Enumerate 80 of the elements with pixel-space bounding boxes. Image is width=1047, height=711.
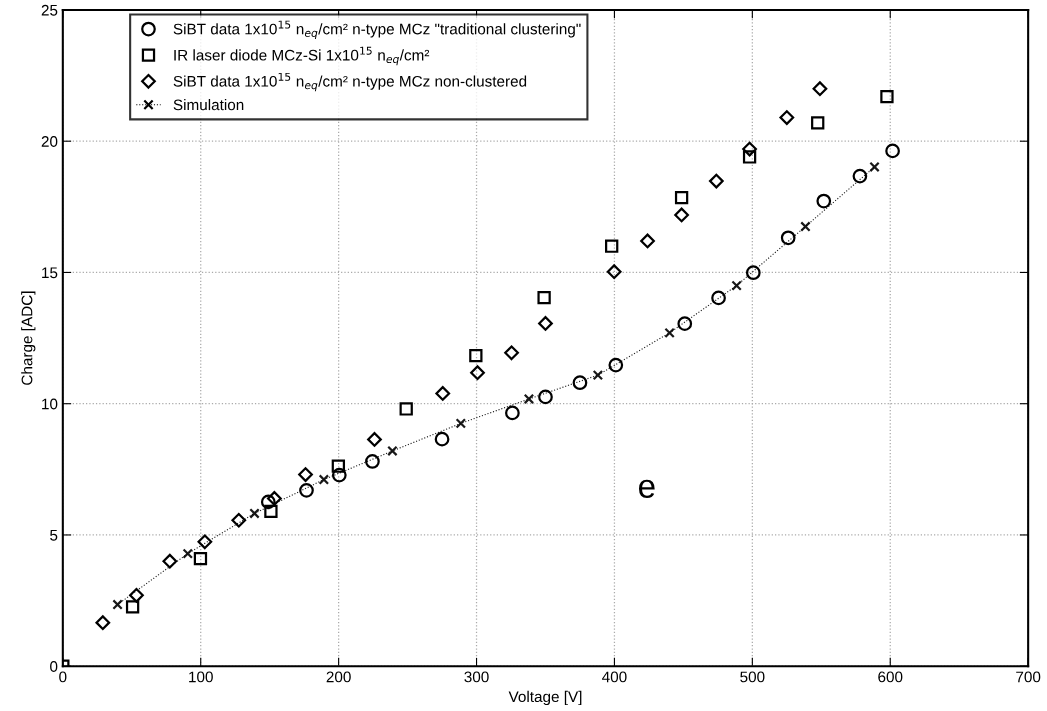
point [780, 230, 796, 246]
point [742, 150, 757, 164]
point [365, 454, 380, 469]
x-tick-label: 400 [602, 671, 627, 683]
x-tick-label: 0 [59, 671, 67, 683]
legend-label: Simulation [173, 99, 244, 111]
point [852, 168, 868, 184]
annotation: e [639, 479, 655, 498]
point [435, 386, 451, 401]
point [592, 369, 604, 381]
point [745, 265, 761, 281]
point [674, 190, 689, 205]
y-axis-title: Charge [ADC] [21, 291, 36, 385]
point [249, 508, 260, 519]
legend-label: IR laser diode MCz-Si 1x10$^{15}$ n$_{eq}$/cm² [174, 46, 430, 66]
point [605, 239, 619, 253]
point [182, 548, 194, 559]
point [812, 81, 828, 97]
point [455, 418, 467, 429]
point [260, 494, 276, 510]
point [880, 89, 894, 104]
point [434, 431, 450, 447]
legend-label: SiBT data 1x10$^{15}$ n$_{eq}$/cm² n-type MCz "traditional clustering" [173, 20, 581, 39]
point [125, 600, 140, 614]
point [731, 280, 742, 291]
y-tick-label: 0 [50, 661, 58, 672]
point [742, 141, 757, 157]
x-tick-label: 300 [464, 671, 489, 683]
point [299, 482, 314, 498]
point [664, 327, 675, 339]
y-tick-label: 5 [50, 529, 58, 541]
point [264, 504, 278, 518]
point [606, 264, 622, 280]
point [231, 512, 247, 528]
point [197, 534, 213, 550]
point [779, 110, 795, 125]
point [399, 402, 413, 416]
y-tick-label: 10 [42, 398, 58, 410]
x-axis-title: Voltage [V] [508, 690, 582, 706]
point [537, 290, 551, 305]
x-tick-label: 500 [740, 671, 765, 683]
point [708, 173, 724, 189]
y-tick-label: 20 [41, 136, 58, 147]
point [677, 316, 693, 331]
point [331, 459, 346, 473]
point [572, 375, 588, 391]
point [816, 193, 832, 209]
point [129, 587, 144, 603]
y-tick-label: 25 [41, 4, 58, 16]
point [470, 365, 485, 381]
point [800, 221, 811, 232]
point [469, 349, 483, 363]
point [318, 474, 330, 485]
point [95, 615, 111, 631]
point [505, 405, 520, 421]
point [387, 445, 398, 457]
point [811, 116, 825, 130]
x-tick-label: 200 [326, 671, 351, 683]
point [885, 143, 900, 159]
y-tick-label: 15 [42, 267, 58, 279]
point [367, 432, 382, 447]
point [162, 553, 178, 569]
point [112, 599, 123, 610]
point [266, 491, 282, 506]
point [869, 161, 880, 173]
point [331, 467, 347, 483]
point [298, 467, 313, 482]
point [538, 315, 553, 331]
point [504, 345, 519, 361]
x-tick-label: 700 [1016, 671, 1041, 683]
legend-label: SiBT data 1x10$^{15}$ n$_{eq}$/cm² n-type MCz non-clustered [173, 72, 527, 92]
point [674, 207, 689, 223]
point [608, 357, 624, 373]
x-tick-label: 100 [189, 671, 213, 683]
point [193, 551, 208, 566]
point [711, 290, 726, 306]
point [640, 233, 655, 249]
x-tick-label: 600 [878, 671, 903, 683]
point [523, 393, 535, 405]
point [538, 389, 553, 405]
